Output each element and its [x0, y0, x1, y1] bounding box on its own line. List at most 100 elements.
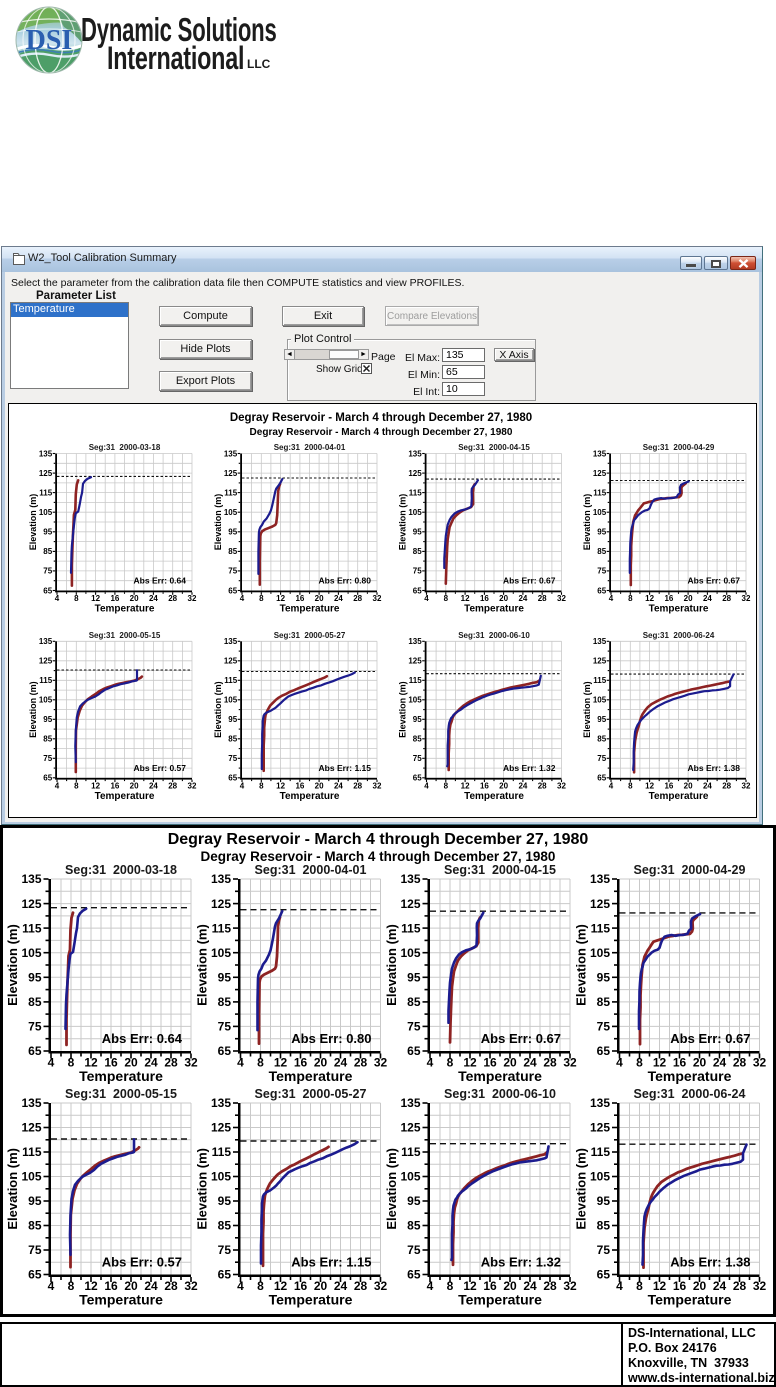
svg-text:Elevation (m): Elevation (m): [195, 1148, 210, 1230]
svg-text:16: 16: [104, 1279, 118, 1293]
svg-text:135: 135: [21, 1096, 41, 1110]
svg-text:8: 8: [447, 1279, 454, 1293]
svg-text:Abs Err: 0.64: Abs Err: 0.64: [102, 1031, 183, 1046]
svg-text:75: 75: [28, 1020, 42, 1034]
svg-text:4: 4: [427, 1056, 434, 1070]
svg-text:20: 20: [499, 781, 508, 790]
svg-text:32: 32: [374, 1279, 388, 1293]
svg-text:16: 16: [483, 1056, 497, 1070]
svg-text:32: 32: [753, 1056, 767, 1070]
svg-text:16: 16: [483, 1279, 497, 1293]
svg-text:Elevation (m): Elevation (m): [398, 681, 408, 738]
svg-text:32: 32: [184, 1056, 198, 1070]
svg-text:125: 125: [408, 469, 422, 478]
svg-text:Temperature: Temperature: [79, 1292, 163, 1308]
svg-text:32: 32: [374, 1056, 388, 1070]
svg-text:32: 32: [742, 594, 751, 603]
svg-text:95: 95: [413, 715, 422, 724]
svg-text:Seg:31 2000-06-24: Seg:31 2000-06-24: [634, 1087, 746, 1101]
svg-text:105: 105: [408, 508, 422, 517]
svg-text:28: 28: [164, 1056, 178, 1070]
svg-text:115: 115: [401, 921, 421, 935]
svg-text:12: 12: [645, 781, 654, 790]
svg-text:135: 135: [39, 637, 53, 646]
svg-text:135: 135: [590, 872, 610, 886]
svg-text:95: 95: [43, 715, 52, 724]
svg-text:75: 75: [43, 754, 52, 763]
svg-text:75: 75: [597, 567, 606, 576]
svg-text:65: 65: [413, 586, 422, 595]
svg-text:65: 65: [407, 1268, 421, 1282]
svg-text:95: 95: [407, 1194, 421, 1208]
svg-text:125: 125: [211, 897, 231, 911]
svg-text:115: 115: [22, 1145, 42, 1159]
svg-text:12: 12: [645, 594, 654, 603]
svg-text:135: 135: [211, 872, 231, 886]
svg-text:85: 85: [407, 1219, 421, 1233]
svg-text:125: 125: [39, 469, 53, 478]
svg-text:8: 8: [259, 781, 264, 790]
svg-text:8: 8: [68, 1056, 75, 1070]
svg-text:135: 135: [593, 449, 607, 458]
svg-text:135: 135: [400, 1096, 420, 1110]
svg-text:95: 95: [28, 971, 42, 985]
svg-text:135: 135: [39, 449, 53, 458]
svg-text:Temperature: Temperature: [464, 604, 524, 615]
svg-text:32: 32: [557, 594, 566, 603]
svg-text:8: 8: [259, 594, 264, 603]
svg-text:International: International: [107, 40, 244, 75]
svg-text:16: 16: [664, 781, 673, 790]
svg-text:28: 28: [164, 1279, 178, 1293]
svg-text:65: 65: [413, 774, 422, 783]
svg-text:8: 8: [447, 1056, 454, 1070]
svg-text:Abs Err: 0.67: Abs Err: 0.67: [670, 1031, 750, 1046]
svg-text:125: 125: [21, 1121, 41, 1135]
svg-text:75: 75: [228, 567, 237, 576]
svg-text:24: 24: [149, 594, 158, 603]
svg-text:Temperature: Temperature: [648, 1292, 732, 1308]
svg-text:85: 85: [413, 735, 422, 744]
svg-text:105: 105: [211, 946, 231, 960]
svg-text:16: 16: [104, 1056, 118, 1070]
svg-text:Temperature: Temperature: [95, 604, 155, 615]
svg-text:Elevation (m): Elevation (m): [213, 681, 223, 738]
svg-text:Temperature: Temperature: [79, 1068, 163, 1084]
svg-text:4: 4: [609, 781, 614, 790]
svg-text:8: 8: [628, 781, 633, 790]
svg-text:4: 4: [616, 1279, 623, 1293]
svg-text:65: 65: [597, 1044, 611, 1058]
svg-text:125: 125: [21, 897, 41, 911]
svg-text:Temperature: Temperature: [464, 791, 524, 802]
svg-text:8: 8: [68, 1279, 75, 1293]
svg-text:65: 65: [597, 1268, 611, 1282]
svg-text:65: 65: [407, 1044, 421, 1058]
svg-text:Elevation (m): Elevation (m): [574, 1148, 589, 1230]
svg-text:12: 12: [463, 1056, 477, 1070]
svg-text:28: 28: [733, 1056, 747, 1070]
svg-text:65: 65: [218, 1044, 232, 1058]
svg-text:4: 4: [55, 594, 60, 603]
svg-text:8: 8: [444, 781, 449, 790]
svg-text:28: 28: [722, 594, 731, 603]
svg-text:Temperature: Temperature: [269, 1068, 353, 1084]
svg-text:75: 75: [597, 754, 606, 763]
svg-text:105: 105: [593, 696, 607, 705]
svg-text:65: 65: [43, 586, 52, 595]
svg-text:12: 12: [91, 594, 100, 603]
svg-text:4: 4: [240, 594, 245, 603]
svg-text:28: 28: [543, 1056, 557, 1070]
svg-text:125: 125: [39, 657, 53, 666]
svg-text:20: 20: [503, 1056, 517, 1070]
svg-text:12: 12: [276, 594, 285, 603]
svg-text:Seg:31 2000-04-15: Seg:31 2000-04-15: [458, 443, 530, 452]
svg-text:Seg:31 2000-05-15: Seg:31 2000-05-15: [89, 631, 161, 640]
svg-text:24: 24: [703, 594, 712, 603]
svg-text:4: 4: [427, 1279, 434, 1293]
svg-text:8: 8: [628, 594, 633, 603]
svg-text:125: 125: [590, 897, 610, 911]
svg-text:Elevation (m): Elevation (m): [582, 494, 592, 551]
svg-text:28: 28: [722, 781, 731, 790]
svg-text:Seg:31 2000-04-01: Seg:31 2000-04-01: [255, 863, 367, 877]
svg-text:32: 32: [188, 594, 197, 603]
svg-text:95: 95: [43, 528, 52, 537]
